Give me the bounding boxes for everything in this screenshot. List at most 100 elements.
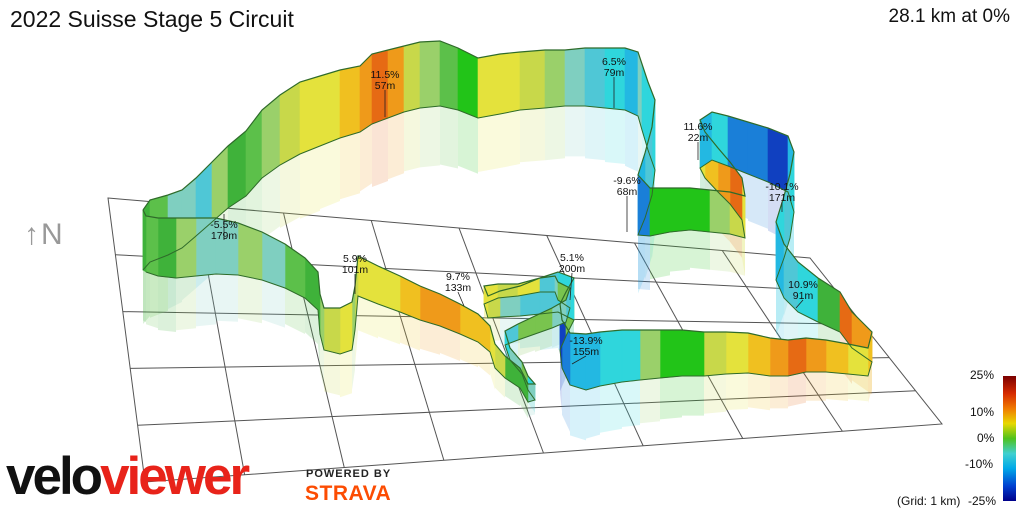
route-wall-segment[interactable] [477,53,501,119]
annotation-gradient: 5.9% [343,253,367,265]
route-wall-segment[interactable] [457,47,479,119]
route-wall-segment[interactable] [323,307,341,355]
route-wall-segment[interactable] [825,339,849,375]
route-wall-segment[interactable] [711,111,729,167]
route-wall-segment[interactable] [639,329,661,381]
route-wall-segment[interactable] [703,331,727,377]
route-shadow-segment [285,288,305,334]
route-shadow-segment [500,110,520,168]
route-shadow-segment [460,334,478,368]
route-wall-segment[interactable] [439,40,459,111]
route-wall-segment[interactable] [519,49,546,111]
annotation-gradient: -5.5% [210,219,237,231]
route-shadow-segment [440,106,458,169]
route-wall-segment[interactable] [419,285,441,327]
route-profile [142,40,873,404]
route-shadow-segment [748,373,770,411]
annotation-length: 22m [688,132,709,144]
legend-tick: -10% [965,457,994,471]
route-shadow-segment [280,154,300,228]
route-wall-segment[interactable] [747,121,769,183]
route-shadow-segment [638,235,650,290]
grid-line [370,220,445,461]
route-wall-segment[interactable] [599,329,623,387]
annotation-gradient: 5.1% [560,252,584,264]
route-shadow-segment [388,112,404,180]
route-wall-segment[interactable] [681,329,705,377]
route-wall-segment[interactable] [279,81,301,166]
route-wall-segment[interactable] [319,69,341,147]
route-wall-segment[interactable] [227,130,247,209]
route-wall-segment[interactable] [539,275,556,293]
route-wall-segment[interactable] [237,222,263,281]
strava-logo[interactable]: STRAVA [305,482,392,505]
route-shadow-segment [143,262,150,324]
route-wall-segment[interactable] [157,217,177,279]
route-wall-segment[interactable] [787,337,807,377]
legend-tick: -25% [968,494,997,508]
route-wall-segment[interactable] [649,187,671,237]
route-shadow-segment [320,138,340,209]
annotation-gradient: -9.6% [613,175,640,187]
route-wall-segment[interactable] [621,329,641,383]
route-wall-segment[interactable] [805,337,827,373]
annotation-gradient: 9.7% [446,271,470,283]
route-wall-segment[interactable] [299,75,321,155]
route-wall-segment[interactable] [145,215,159,277]
route-wall-segment[interactable] [261,231,286,289]
powered-by-label: POWERED BY [306,468,392,480]
route-wall-segment[interactable] [659,329,683,379]
route-shadow-segment [358,296,378,339]
veloviewer-logo[interactable]: veloviewer [6,447,250,506]
route-shadow-segment [565,106,585,157]
route-wall-segment[interactable] [419,40,441,109]
annotation-gradient: 11.5% [371,69,400,81]
route-wall-segment[interactable] [669,187,691,233]
annotation-length: 179m [211,230,238,242]
route-shadow-segment [600,382,622,433]
route-wall-segment[interactable] [847,343,869,377]
route-shadow-segment [420,320,440,355]
route-shadow-segment [520,388,528,419]
north-arrow-icon: ↑N [24,218,65,251]
annotation-leader [569,272,573,301]
route-wall-segment[interactable] [175,217,197,279]
route-shadow-segment [605,108,625,164]
route-shadow-segment [826,372,848,401]
route-shadow-segment [545,106,565,161]
route-wall-segment[interactable] [747,332,771,377]
route-wall-segment[interactable] [544,49,566,109]
route-wall-segment[interactable] [624,47,639,117]
annotation-gradient: 10.9% [788,279,818,291]
route-wall-segment[interactable] [727,115,749,175]
route-shadow-segment [625,110,638,172]
route-shadow-segment [216,274,238,322]
route-shadow-segment [535,328,552,352]
route-wall-segment[interactable] [689,187,711,233]
route-wall-segment[interactable] [564,47,586,107]
route-shadow-segment [638,218,645,294]
route-shadow-segment [690,230,710,270]
route-shadow-segment [378,304,400,345]
route-shadow-segment [262,165,280,240]
legend-tick: 25% [970,368,995,382]
route-shadow-segment [710,232,730,272]
route-wall-segment[interactable] [359,53,373,133]
route-shadow-segment [360,124,372,192]
route-shadow-segment [726,373,748,410]
route-wall-segment[interactable] [142,209,147,273]
route-wall-segment[interactable] [339,301,353,355]
route-shadow-segment [355,296,358,366]
route-shadow-segment [305,298,318,345]
annotation-length: 68m [617,186,638,198]
route-wall-segment[interactable] [499,51,521,115]
route-shadow-segment [300,146,320,219]
route-wall-segment[interactable] [769,337,789,377]
route-wall-segment[interactable] [339,65,361,139]
route-wall-segment[interactable] [403,41,421,113]
route-shadow-segment [420,106,440,168]
route-wall-segment[interactable] [725,331,749,375]
route-shadow-segment [660,376,682,420]
legend-footnote: (Grid: 1 km) [897,494,961,508]
